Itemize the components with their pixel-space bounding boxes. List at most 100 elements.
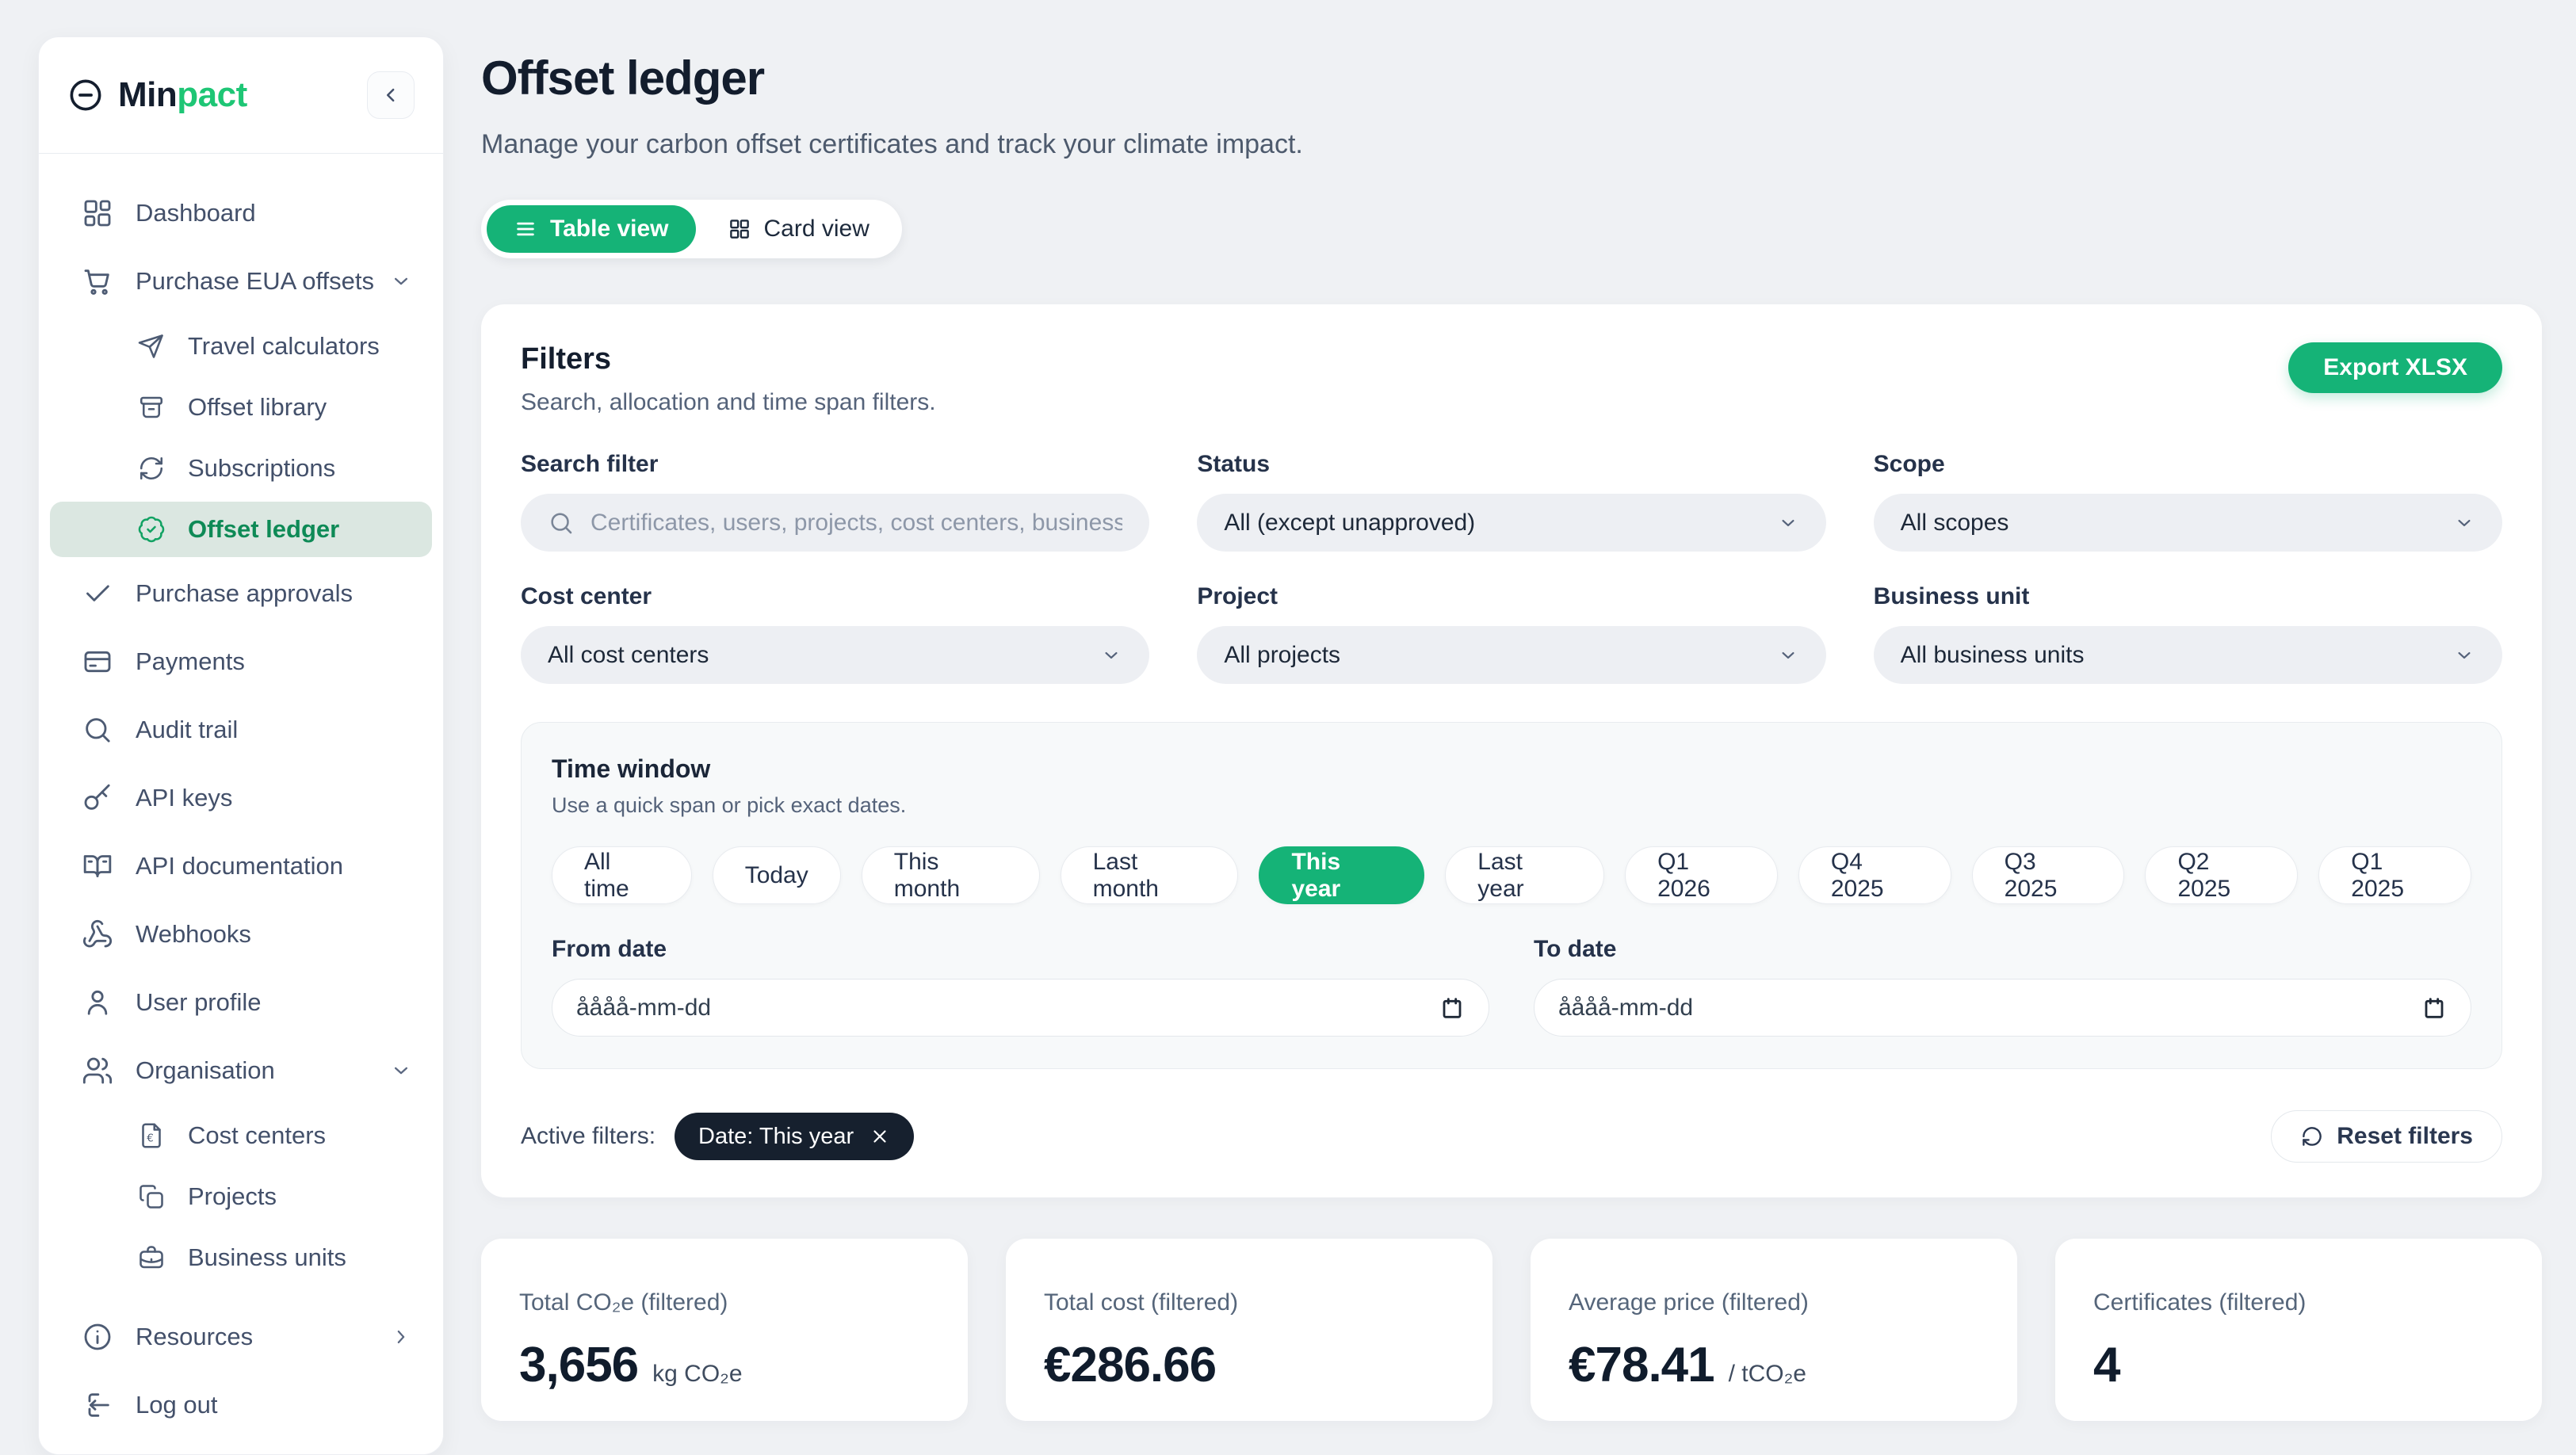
sidebar-item-purchase-approvals[interactable]: Purchase approvals — [50, 563, 432, 624]
chip-q4-2025[interactable]: Q4 2025 — [1798, 846, 1951, 904]
sidebar-item-label: Business units — [188, 1243, 346, 1271]
chevron-down-icon — [1777, 644, 1799, 666]
chevron-down-icon — [2453, 512, 2475, 534]
sidebar-item-label: Dashboard — [136, 199, 256, 227]
project-select[interactable]: All projects — [1197, 626, 1826, 684]
search-input-wrapper — [521, 494, 1150, 552]
chevron-right-icon — [389, 1325, 413, 1349]
briefcase-icon — [137, 1243, 166, 1272]
chip-last-year[interactable]: Last year — [1445, 846, 1605, 904]
chip-q1-2025[interactable]: Q1 2025 — [2318, 846, 2472, 904]
calendar-icon[interactable] — [1439, 995, 1465, 1021]
sidebar-item-audit-trail[interactable]: Audit trail — [50, 699, 432, 761]
badge-check-icon — [137, 515, 166, 544]
search-filter-label: Search filter — [521, 451, 659, 477]
table-view-button[interactable]: Table view — [487, 205, 696, 253]
filter-fields-grid: Search filter Status All (except unappro… — [521, 451, 2502, 684]
reset-filters-button[interactable]: Reset filters — [2271, 1110, 2502, 1163]
stat-card-total-co2e: Total CO₂e (filtered) 3,656 kg CO₂e — [481, 1239, 968, 1421]
to-date-label: To date — [1534, 936, 1617, 962]
sidebar-item-label: Offset ledger — [188, 515, 340, 543]
sidebar-item-cost-centers[interactable]: € Cost centers — [50, 1108, 432, 1163]
chip-q3-2025[interactable]: Q3 2025 — [1971, 846, 2125, 904]
file-euro-icon: € — [137, 1121, 166, 1150]
sidebar-item-payments[interactable]: Payments — [50, 631, 432, 693]
stat-value: 4 — [2093, 1338, 2120, 1392]
logo-row: Minpact — [39, 37, 443, 153]
time-window-panel: Time window Use a quick span or pick exa… — [521, 722, 2502, 1069]
sidebar-collapse-button[interactable] — [367, 71, 415, 119]
stat-value: €78.41 — [1569, 1338, 1715, 1392]
stat-card-average-price: Average price (filtered) €78.41 / tCO₂e — [1531, 1239, 2017, 1421]
status-select[interactable]: All (except unapproved) — [1197, 494, 1826, 552]
sidebar-item-purchase-eua-offsets[interactable]: Purchase EUA offsets — [50, 250, 432, 312]
chip-all-time[interactable]: All time — [552, 846, 692, 904]
sidebar-item-projects[interactable]: Projects — [50, 1169, 432, 1224]
sidebar-item-user-profile[interactable]: User profile — [50, 972, 432, 1033]
sidebar-item-resources[interactable]: Resources — [50, 1306, 432, 1368]
filters-subtitle: Search, allocation and time span filters… — [521, 389, 936, 415]
cost-center-select[interactable]: All cost centers — [521, 626, 1150, 684]
stats-row: Total CO₂e (filtered) 3,656 kg CO₂e Tota… — [481, 1239, 2542, 1421]
stat-unit: / tCO₂e — [1728, 1361, 1806, 1387]
chevron-down-icon — [1100, 644, 1122, 666]
active-filters-label: Active filters: — [521, 1123, 656, 1149]
sidebar-item-webhooks[interactable]: Webhooks — [50, 903, 432, 965]
stat-label: Total CO₂e (filtered) — [519, 1289, 728, 1316]
chip-today[interactable]: Today — [712, 846, 841, 904]
sidebar-item-api-documentation[interactable]: API documentation — [50, 835, 432, 897]
business-unit-select[interactable]: All business units — [1873, 626, 2502, 684]
sidebar-item-api-keys[interactable]: API keys — [50, 767, 432, 829]
sidebar-item-label: Payments — [136, 647, 245, 675]
cart-icon — [82, 265, 113, 297]
chip-last-month[interactable]: Last month — [1060, 846, 1239, 904]
chevron-down-icon — [2453, 644, 2475, 666]
copy-icon — [137, 1182, 166, 1211]
business-unit-field: Business unit All business units — [1873, 583, 2502, 684]
sidebar-item-offset-ledger[interactable]: Offset ledger — [50, 502, 432, 557]
chip-this-year[interactable]: This year — [1259, 846, 1425, 904]
scope-label: Scope — [1873, 451, 1945, 477]
sidebar-item-organisation[interactable]: Organisation — [50, 1040, 432, 1102]
status-field: Status All (except unapproved) — [1197, 451, 1826, 552]
sidebar-item-label: Purchase approvals — [136, 579, 353, 607]
chevron-down-icon — [389, 269, 413, 293]
from-date-label: From date — [552, 936, 667, 962]
sidebar-item-dashboard[interactable]: Dashboard — [50, 182, 432, 244]
chip-q2-2025[interactable]: Q2 2025 — [2145, 846, 2299, 904]
sidebar-item-label: Cost centers — [188, 1121, 327, 1149]
card-view-button[interactable]: Card view — [701, 205, 896, 253]
active-filter-chip-date[interactable]: Date: This year — [675, 1113, 915, 1160]
from-date-input[interactable]: åååå-mm-dd — [552, 979, 1489, 1037]
chip-this-month[interactable]: This month — [861, 846, 1040, 904]
sidebar-item-log-out[interactable]: Log out — [50, 1374, 432, 1436]
sidebar-item-label: Audit trail — [136, 716, 239, 743]
search-input[interactable] — [590, 509, 1123, 537]
stat-card-total-cost: Total cost (filtered) €286.66 — [1006, 1239, 1492, 1421]
sidebar-item-business-units[interactable]: Business units — [50, 1230, 432, 1285]
time-window-title: Time window — [552, 754, 711, 783]
card-view-label: Card view — [763, 216, 869, 242]
sidebar-item-label: Offset library — [188, 393, 327, 421]
project-label: Project — [1197, 583, 1278, 609]
dashboard-icon — [82, 197, 113, 229]
scope-select[interactable]: All scopes — [1873, 494, 2502, 552]
close-icon[interactable] — [869, 1126, 890, 1147]
time-window-subtitle: Use a quick span or pick exact dates. — [552, 793, 907, 817]
sidebar-item-offset-library[interactable]: Offset library — [50, 380, 432, 435]
chevron-left-icon — [387, 88, 395, 102]
archive-icon — [137, 393, 166, 422]
project-field: Project All projects — [1197, 583, 1826, 684]
page-title: Offset ledger — [481, 52, 765, 105]
to-date-input[interactable]: åååå-mm-dd — [1534, 979, 2471, 1037]
cost-center-field: Cost center All cost centers — [521, 583, 1150, 684]
export-xlsx-button[interactable]: Export XLSX — [2288, 342, 2502, 393]
view-toggle: Table view Card view — [481, 200, 902, 258]
sidebar-item-subscriptions[interactable]: Subscriptions — [50, 441, 432, 496]
calendar-icon[interactable] — [2421, 995, 2447, 1021]
table-view-label: Table view — [550, 216, 669, 242]
rotate-ccw-icon — [2300, 1125, 2324, 1148]
sidebar-item-label: Purchase EUA offsets — [136, 267, 374, 295]
sidebar-item-travel-calculators[interactable]: Travel calculators — [50, 319, 432, 374]
chip-q1-2026[interactable]: Q1 2026 — [1625, 846, 1778, 904]
